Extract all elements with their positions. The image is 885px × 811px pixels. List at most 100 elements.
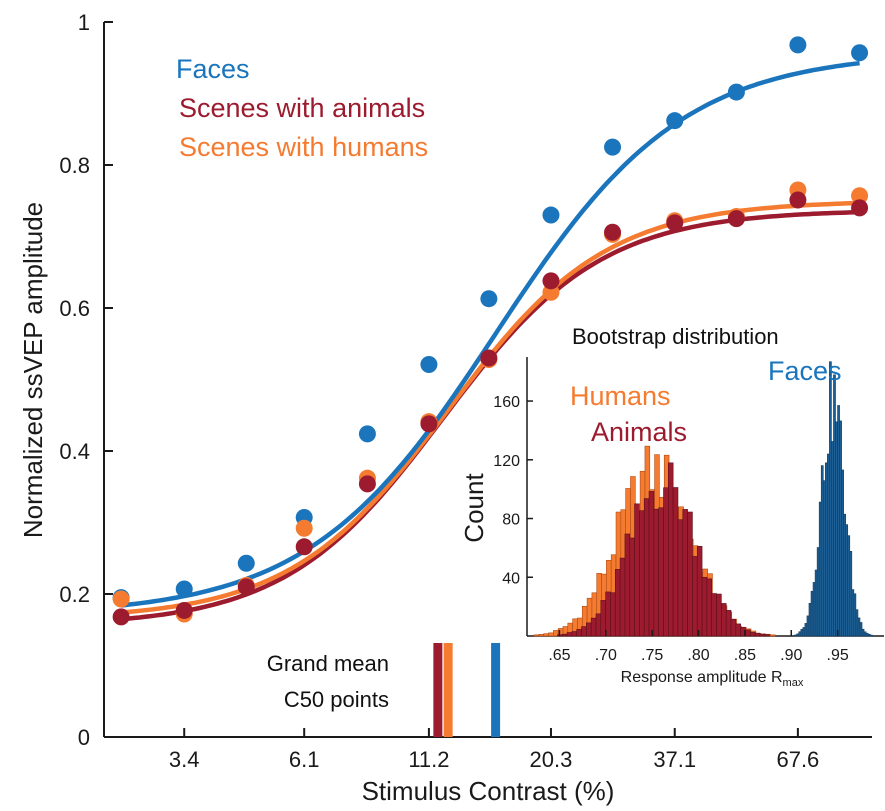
hist-bar-faces bbox=[835, 421, 838, 637]
point-faces bbox=[666, 112, 684, 130]
hist-bar-animals bbox=[701, 576, 708, 637]
hist-bar-faces bbox=[794, 634, 798, 637]
hist-bar-faces bbox=[808, 603, 812, 637]
main-chart: 0 0.2 0.4 0.6 0.8 1 3.4 6.1 11.2 20.3 37.1 67.6 No… bbox=[18, 10, 872, 806]
inset-x-tick-label: .85 bbox=[734, 647, 756, 664]
hist-bar-animals bbox=[595, 613, 602, 637]
hist-bar-animals bbox=[648, 491, 655, 637]
hist-bar-faces bbox=[841, 469, 844, 637]
point-faces bbox=[542, 206, 560, 224]
inset-x-ticks: .65 .70 .75 .80 .85 .90 .95 bbox=[548, 630, 849, 664]
hist-bar-animals bbox=[725, 610, 732, 637]
legend-scenes-with-animals: Scenes with animals bbox=[179, 93, 425, 123]
point-faces bbox=[604, 138, 622, 156]
hist-bar-faces bbox=[822, 480, 826, 637]
point-faces bbox=[851, 44, 869, 62]
hist-bar-faces bbox=[859, 622, 863, 637]
inset-histogram: Bootstrap distribution 40 80 120 160 .65 .70… bbox=[459, 324, 884, 689]
hist-bar-faces bbox=[837, 405, 840, 637]
hist-bar-faces bbox=[863, 631, 867, 637]
point-scenes-with-animals bbox=[542, 272, 560, 290]
legend-faces: Faces bbox=[176, 54, 250, 84]
hist-bar-faces bbox=[855, 609, 859, 637]
point-scenes-with-animals bbox=[480, 349, 498, 367]
point-scenes-with-animals bbox=[851, 199, 869, 217]
inset-x-tick-label: .80 bbox=[687, 647, 709, 664]
point-scenes-with-animals bbox=[727, 210, 745, 228]
y-tick-label: 0 bbox=[78, 725, 90, 750]
hist-bar-animals bbox=[711, 593, 717, 637]
hist-bar-animals bbox=[581, 626, 587, 637]
hist-bar-faces bbox=[812, 582, 816, 637]
y-axis-label: Normalized ssVEP amplitude bbox=[18, 202, 48, 538]
hist-bar-humans bbox=[543, 633, 549, 637]
hist-bar-animals bbox=[614, 569, 621, 637]
hist-bar-humans bbox=[770, 634, 776, 637]
hist-bar-faces bbox=[810, 590, 814, 637]
hist-bar-faces bbox=[853, 593, 857, 637]
hist-bar-animals bbox=[658, 507, 664, 637]
point-scenes-with-animals bbox=[175, 601, 193, 619]
hist-bar-humans bbox=[533, 634, 540, 637]
inset-y-axis-label: Count bbox=[459, 473, 489, 543]
data-points bbox=[112, 36, 869, 626]
inset-x-axis-label-sub: max bbox=[783, 677, 804, 689]
point-faces bbox=[237, 554, 255, 572]
inset-x-tick-label: .65 bbox=[548, 647, 570, 664]
hist-bar-animals bbox=[619, 557, 626, 637]
hist-bar-animals bbox=[721, 603, 727, 637]
inset-x-tick-label: .90 bbox=[780, 647, 802, 664]
hist-bar-animals bbox=[643, 498, 650, 637]
hist-bar-animals bbox=[571, 631, 578, 637]
hist-bar-animals bbox=[687, 511, 693, 637]
hist-bar-animals bbox=[605, 591, 611, 637]
inset-legend-animals: Animals bbox=[591, 417, 687, 447]
hist-bar-animals bbox=[653, 508, 659, 637]
hist-bar-humans bbox=[538, 634, 544, 637]
hist-bar-faces bbox=[820, 465, 824, 637]
hist-bar-animals bbox=[668, 462, 674, 637]
hist-bar-faces bbox=[851, 589, 855, 637]
point-faces bbox=[480, 290, 498, 308]
inset-x-tick-label: .95 bbox=[827, 647, 849, 664]
hist-bar-faces bbox=[804, 623, 808, 637]
hist-bar-animals bbox=[576, 629, 582, 637]
inset-x-tick-label: .75 bbox=[641, 647, 663, 664]
hist-bar-animals bbox=[677, 519, 684, 637]
legend-scenes-with-humans: Scenes with humans bbox=[179, 132, 428, 162]
point-faces bbox=[789, 36, 807, 54]
hist-bar-faces bbox=[798, 631, 802, 637]
x-tick-label: 20.3 bbox=[530, 747, 573, 772]
hist-bar-faces bbox=[861, 628, 865, 637]
hist-bar-animals bbox=[566, 632, 573, 637]
inset-y-tick-label: 80 bbox=[502, 512, 520, 529]
hist-bar-animals bbox=[692, 556, 698, 637]
point-scenes-with-animals bbox=[112, 608, 130, 626]
hist-bar-faces bbox=[825, 462, 828, 637]
hist-bar-faces bbox=[865, 632, 869, 637]
point-faces bbox=[358, 425, 376, 443]
hist-bar-animals bbox=[590, 617, 597, 637]
hist-bar-faces bbox=[829, 361, 832, 637]
hist-bar-faces bbox=[806, 615, 810, 637]
hist-bar-animals bbox=[764, 634, 770, 637]
inset-bars bbox=[533, 361, 873, 637]
hist-bar-faces bbox=[816, 547, 820, 637]
y-tick-label: 1 bbox=[78, 10, 90, 35]
hist-bar-animals bbox=[634, 503, 640, 637]
hist-bar-animals bbox=[706, 578, 713, 637]
hist-bar-faces bbox=[827, 453, 830, 637]
inset-y-tick-label: 160 bbox=[493, 394, 520, 411]
x-tick-label: 3.4 bbox=[169, 747, 200, 772]
hist-bar-animals bbox=[639, 510, 645, 637]
hist-bar-animals bbox=[759, 633, 766, 637]
hist-bar-animals bbox=[745, 629, 751, 637]
c50-label-line2: C50 points bbox=[284, 687, 389, 712]
point-scenes-with-humans bbox=[295, 519, 313, 537]
hist-bar-animals bbox=[610, 592, 616, 637]
hist-bar-animals bbox=[716, 593, 722, 637]
hist-bar-animals bbox=[754, 632, 761, 637]
inset-y-tick-label: 120 bbox=[493, 453, 520, 470]
hist-bar-faces bbox=[839, 420, 842, 637]
point-faces bbox=[175, 580, 193, 598]
